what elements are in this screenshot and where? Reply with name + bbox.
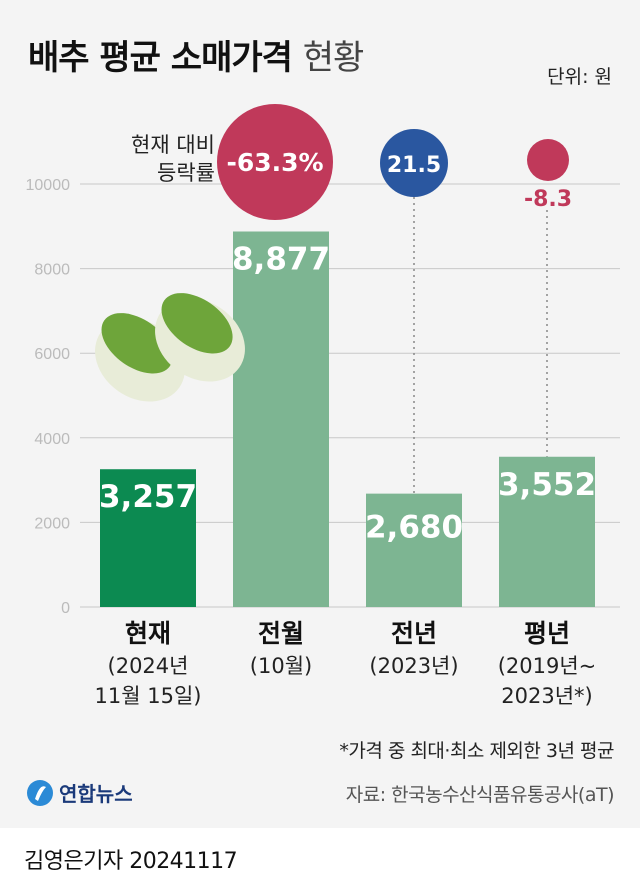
byline: 김영은기자 20241117 [24, 849, 238, 874]
y-tick-label: 0 [61, 600, 70, 617]
bar-value-label: 3,552 [498, 467, 596, 503]
bar [100, 469, 196, 607]
bar-value-label: 8,877 [232, 242, 330, 278]
change-bubble [380, 129, 448, 197]
logo-text: 연합뉴스 [59, 782, 133, 806]
change-bubble [217, 104, 333, 220]
y-tick-label: 10000 [26, 177, 71, 194]
change-value: -63.3% [226, 148, 323, 177]
category-label: 현재 [125, 619, 171, 648]
change-value: -8.3 [524, 187, 572, 212]
bar [499, 456, 595, 607]
y-tick-label: 8000 [34, 262, 70, 279]
title-main: 배추 평균 소매가격 [28, 38, 293, 78]
bar [366, 493, 462, 607]
bar-chart: 0 2000 4000 6000 8000 10000 3,257 현재 (2024년 11월 1… [26, 104, 620, 708]
y-tick-label: 2000 [34, 515, 70, 532]
category-detail: (2019년~ [498, 654, 597, 678]
bar-value-label: 3,257 [99, 479, 197, 515]
category-detail: (2024년 [108, 654, 189, 678]
title-sub: 현황 [302, 38, 365, 78]
category-detail: (10월) [250, 654, 312, 678]
category-label: 전월 [258, 619, 304, 648]
category-detail: (2023년) [369, 654, 458, 678]
yonhap-logo-icon [27, 779, 53, 806]
footnote: *가격 중 최대·최소 제외한 3년 평균 [339, 740, 614, 762]
bar-value-label: 2,680 [365, 510, 463, 546]
y-tick-label: 6000 [34, 346, 70, 363]
change-label: 등락률 [157, 161, 215, 185]
chart-title: 배추 평균 소매가격 현황 [28, 30, 365, 79]
cabbage-leaf-icon [101, 313, 173, 374]
bar [233, 231, 329, 607]
cabbage-leaf-icon [161, 293, 233, 354]
change-label: 현재 대비 [131, 133, 215, 157]
source: 자료: 한국농수산식품유통공사(aT) [345, 784, 615, 806]
category-label: 전년 [391, 619, 437, 648]
change-value: 21.5 [387, 153, 441, 178]
y-tick-label: 4000 [34, 431, 70, 448]
category-detail: 11월 15일) [95, 684, 202, 708]
unit-label: 단위: 원 [547, 66, 612, 88]
category-detail: 2023년*) [501, 684, 592, 708]
change-bubble [527, 139, 569, 181]
yonhap-logo: 연합뉴스 [26, 778, 133, 807]
category-label: 평년 [524, 619, 570, 648]
